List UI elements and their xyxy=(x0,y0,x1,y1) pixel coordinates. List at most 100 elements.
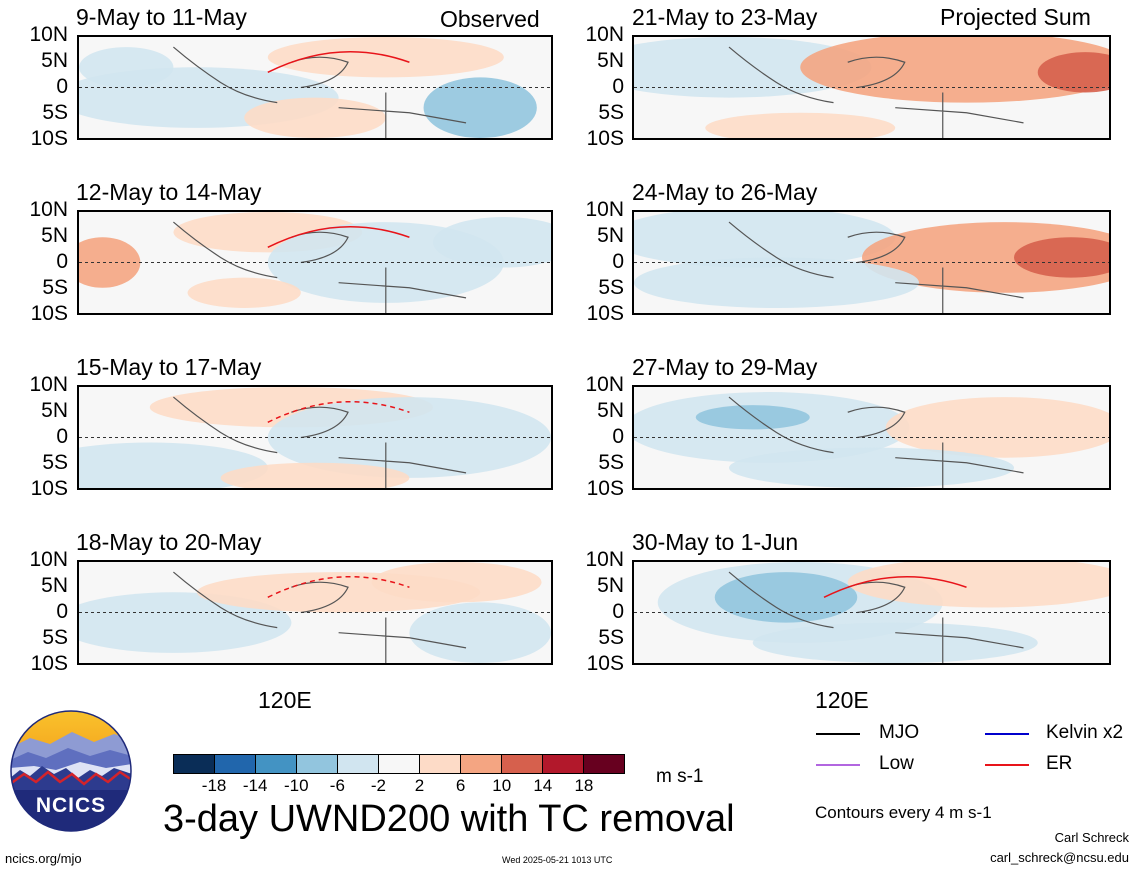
lat-label-10n: 10N xyxy=(585,373,624,396)
colorbar-tick: 10 xyxy=(492,776,512,795)
map-panel-5 xyxy=(632,35,1111,140)
legend-label-er: ER xyxy=(1046,753,1073,774)
logo-text: NCICS xyxy=(35,794,107,817)
lat-label-5s: 5S xyxy=(42,276,68,299)
lat-label-10s: 10S xyxy=(30,477,68,500)
ncics-logo: NCICS xyxy=(10,710,132,832)
lat-label-5s: 5S xyxy=(42,451,68,474)
er-contour xyxy=(267,226,410,249)
panel-title-8: 30-May to 1-Jun xyxy=(632,529,799,555)
footer-url: ncics.org/mjo xyxy=(5,851,82,866)
legend-label-kelvin: Kelvin x2 xyxy=(1046,722,1124,743)
coastline xyxy=(173,46,467,138)
map-panel-1 xyxy=(77,35,553,140)
coastline xyxy=(173,221,467,313)
colorbar-swatch xyxy=(215,755,256,773)
panel-title-1: 9-May to 11-May xyxy=(76,4,247,30)
lat-label-0: 0 xyxy=(612,250,624,273)
map-panel-8 xyxy=(632,560,1111,665)
map-panel-7 xyxy=(632,385,1111,490)
map-shading xyxy=(79,562,551,663)
lat-label-0: 0 xyxy=(56,250,68,273)
panel-title-5: 21-May to 23-May xyxy=(632,4,818,30)
map-shading xyxy=(79,212,551,313)
colorbar-tick: -6 xyxy=(329,776,345,795)
coastline xyxy=(728,46,1024,138)
map-panel-6 xyxy=(632,210,1111,315)
map-shading xyxy=(634,212,1109,313)
coastline xyxy=(728,396,1024,488)
panel-title-2: 12-May to 14-May xyxy=(76,179,262,205)
lon-label-left: 120E xyxy=(258,687,312,713)
colorbar-swatch xyxy=(256,755,297,773)
lat-label-10s: 10S xyxy=(586,127,624,150)
colorbar-tick: -18 xyxy=(201,776,227,795)
panel-title-3: 15-May to 17-May xyxy=(76,354,262,380)
lat-label-5n: 5N xyxy=(597,574,624,597)
map-panel-2 xyxy=(77,210,553,315)
colorbar-tick: 14 xyxy=(533,776,553,795)
colorbar-swatch xyxy=(420,755,461,773)
legend-line-kelvin xyxy=(985,733,1029,735)
legend-line-low xyxy=(816,764,860,766)
lat-label-0: 0 xyxy=(612,425,624,448)
map-shading xyxy=(634,37,1109,138)
coastline xyxy=(728,221,1024,313)
map-panel-4 xyxy=(77,560,553,665)
colorbar-tick: -14 xyxy=(242,776,268,795)
lat-label-10s: 10S xyxy=(30,127,68,150)
legend-label-mjo: MJO xyxy=(879,722,920,743)
panel-tag-observed: Observed xyxy=(440,6,540,32)
lat-label-5n: 5N xyxy=(597,399,624,422)
footer-author: Carl Schreck xyxy=(1054,830,1129,845)
colorbar-tick: -2 xyxy=(370,776,387,795)
lat-label-0: 0 xyxy=(56,425,68,448)
lat-label-0: 0 xyxy=(56,600,68,623)
main-title: 3-day UWND200 with TC removal xyxy=(163,798,735,840)
lat-label-10n: 10N xyxy=(585,198,624,221)
lat-label-10n: 10N xyxy=(29,198,68,221)
footer-email: carl_schreck@ncsu.edu xyxy=(990,850,1129,865)
lat-label-5n: 5N xyxy=(597,49,624,72)
lat-label-5n: 5N xyxy=(41,399,68,422)
coastline xyxy=(728,571,1024,663)
lat-label-10s: 10S xyxy=(30,302,68,325)
panel-tag-projected: Projected Sum xyxy=(940,4,1091,30)
colorbar-swatch xyxy=(297,755,338,773)
map-panel-3 xyxy=(77,385,553,490)
colorbar-tick: 2 xyxy=(414,776,425,795)
lat-label-5n: 5N xyxy=(41,224,68,247)
colorbar-swatch xyxy=(174,755,215,773)
footer-timestamp: Wed 2025-05-21 1013 UTC xyxy=(502,855,613,865)
lat-label-10n: 10N xyxy=(29,23,68,46)
colorbar-tick: 6 xyxy=(455,776,466,795)
colorbar-swatch xyxy=(584,755,624,773)
colorbar-swatch xyxy=(461,755,502,773)
lat-label-10n: 10N xyxy=(29,373,68,396)
map-shading xyxy=(79,387,551,488)
map-shading xyxy=(79,37,551,138)
lat-label-5s: 5S xyxy=(598,626,624,649)
lat-label-10n: 10N xyxy=(29,548,68,571)
lat-label-5n: 5N xyxy=(597,224,624,247)
legend-label-low: Low xyxy=(879,753,914,774)
colorbar-swatch xyxy=(502,755,543,773)
lat-label-5s: 5S xyxy=(598,276,624,299)
colorbar-swatch xyxy=(338,755,379,773)
er-contour xyxy=(823,576,967,599)
er-contour xyxy=(267,576,410,599)
lat-label-0: 0 xyxy=(612,75,624,98)
colorbar xyxy=(173,754,625,774)
lat-label-5s: 5S xyxy=(598,451,624,474)
colorbar-swatch xyxy=(379,755,420,773)
colorbar-tick: -10 xyxy=(283,776,309,795)
panel-title-7: 27-May to 29-May xyxy=(632,354,818,380)
lat-label-5s: 5S xyxy=(42,626,68,649)
lat-label-5s: 5S xyxy=(42,101,68,124)
lat-label-0: 0 xyxy=(56,75,68,98)
lat-label-5s: 5S xyxy=(598,101,624,124)
lat-label-10s: 10S xyxy=(586,477,624,500)
colorbar-tick: 18 xyxy=(574,776,594,795)
coastline xyxy=(173,396,467,488)
contour-note: Contours every 4 m s-1 xyxy=(815,803,992,822)
